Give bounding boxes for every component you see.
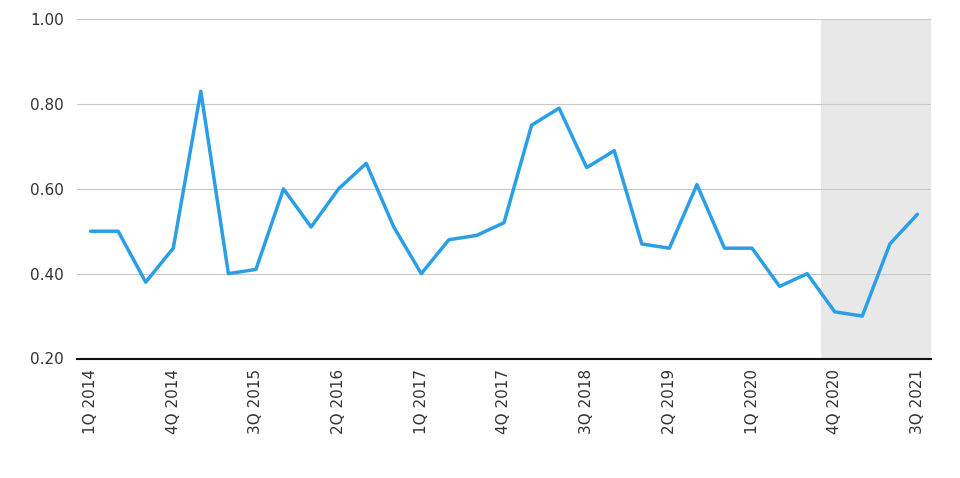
Bar <box>821 19 931 358</box>
